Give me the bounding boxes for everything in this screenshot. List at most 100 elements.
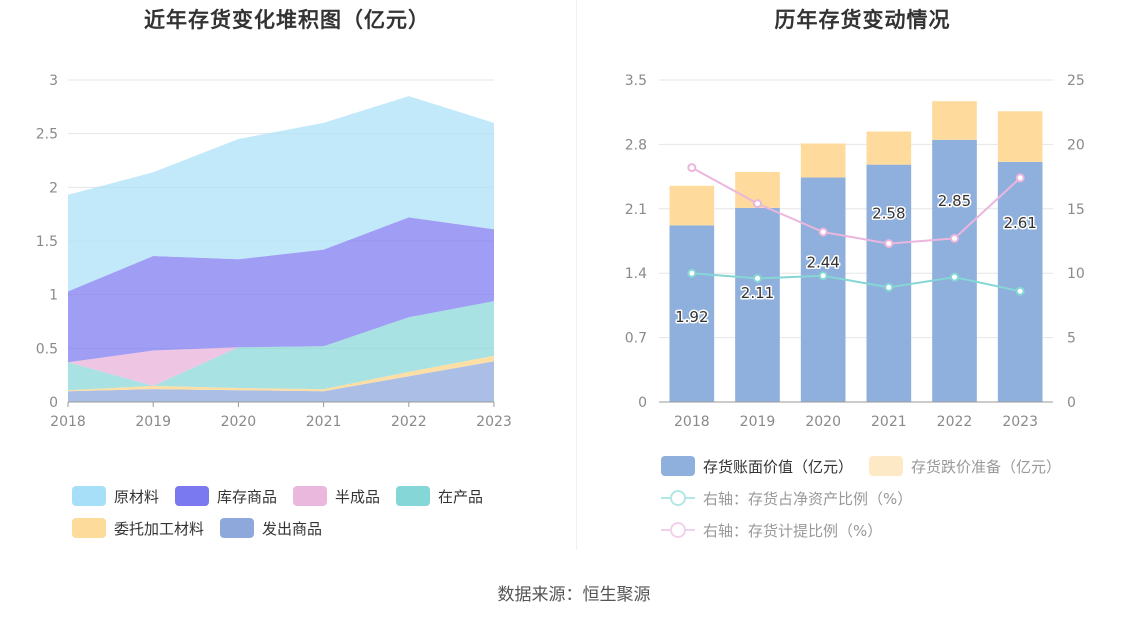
legend-label-reserve: 存货跌价准备（亿元） [911, 457, 1062, 476]
area-series-1 [68, 355, 494, 392]
provision-ratio-point [818, 227, 828, 237]
bar-reserve [866, 131, 912, 165]
legend-item-reserve[interactable]: 存货跌价准备（亿元） [869, 450, 1061, 482]
provision-ratio-point [1015, 173, 1025, 183]
legend-line-net-assets-icon [661, 488, 695, 508]
net-assets-ratio-point [1015, 286, 1025, 296]
legend-swatch-semi-finished [293, 486, 328, 506]
bar-reserve [800, 143, 846, 178]
legend-swatch-shipped [220, 518, 255, 538]
x-tick-label: 2018 [674, 414, 710, 430]
legend-swatch-finished-goods [175, 486, 210, 506]
area-series-3 [68, 301, 494, 386]
legend-label-outsourced: 委托加工材料 [114, 519, 205, 538]
legend-item-shipped[interactable]: 发出商品 [220, 512, 322, 544]
y-right-tick-label: 15 [1067, 202, 1085, 218]
bar-value-label: 2.61 [1003, 214, 1036, 232]
bar-book-value [669, 225, 715, 402]
legend-label-ratio-net-assets: 右轴：存货占净资产比例（%） [703, 489, 913, 508]
bar-book-value [735, 207, 780, 402]
x-tick-label: 2022 [937, 414, 973, 430]
legend-item-ratio-provision[interactable]: 右轴：存货计提比例（%） [661, 514, 1125, 546]
y-tick-label: 1.5 [36, 234, 58, 250]
bar-book-value [997, 161, 1043, 402]
legend-label-raw-materials: 原材料 [114, 487, 160, 506]
x-tick-label: 2023 [1002, 414, 1038, 430]
y-tick-label: 2.5 [36, 127, 58, 143]
legend-label-ratio-provision: 右轴：存货计提比例（%） [703, 521, 883, 540]
legend-label-book-value: 存货账面价值（亿元） [703, 457, 854, 476]
provision-ratio-point [687, 163, 697, 173]
net-assets-ratio-point [884, 282, 894, 292]
legend-item-finished-goods[interactable]: 库存商品 [175, 480, 277, 512]
legend-swatch-outsourced [72, 518, 106, 538]
data-source-note: 数据来源：恒生聚源 [497, 585, 651, 605]
legend-label-finished-goods: 库存商品 [217, 487, 278, 506]
bar-book-value [800, 177, 846, 402]
y-tick-label: 3 [49, 73, 58, 89]
legend-swatch-reserve [869, 456, 904, 476]
bar-line-combo-chart: 0 0.7 1.4 2.1 2.8 3.5 0 5 10 15 20 25 2018 2019 2020 20… [625, 73, 1085, 430]
y-left-tick-label: 1.4 [625, 266, 647, 282]
y-right-tick-label: 0 [1067, 395, 1076, 411]
x-tick-label: 2023 [476, 414, 512, 430]
net-assets-ratio-point [687, 268, 697, 278]
legend-item-ratio-net-assets[interactable]: 右轴：存货占净资产比例（%） [661, 482, 1125, 514]
x-tick-label: 2019 [740, 414, 776, 430]
bar-reserve [997, 111, 1043, 162]
y-right-tick-label: 25 [1067, 73, 1085, 89]
y-left-tick-label: 2.8 [625, 137, 647, 153]
y-tick-label: 0 [49, 395, 58, 411]
y-left-tick-label: 3.5 [625, 73, 647, 89]
x-tick-label: 2020 [805, 414, 841, 430]
net-assets-ratio-point [818, 271, 828, 281]
legend-label-wip: 在产品 [438, 487, 484, 506]
net-assets-ratio-point [753, 273, 762, 283]
right-chart-legend: 存货账面价值（亿元） 存货跌价准备（亿元） 右轴：存货占净资产比例（%） 右轴：… [661, 450, 1141, 546]
area-series-0 [68, 361, 494, 402]
x-tick-label: 2022 [391, 414, 427, 430]
bar-reserve [669, 185, 715, 226]
left-chart-title: 近年存货变化堆积图（亿元） [144, 8, 430, 32]
y-tick-label: 1 [49, 288, 58, 304]
x-tick-label: 2018 [50, 414, 86, 430]
legend-item-outsourced[interactable]: 委托加工材料 [72, 512, 204, 544]
stacked-area-chart: 0 0.5 1 1.5 2 2.5 3 2018 2019 2020 2021 2022 2023 [36, 73, 512, 430]
right-chart-title: 历年存货变动情况 [774, 8, 951, 32]
y-left-tick-label: 2.1 [625, 202, 647, 218]
bar-value-label: 2.11 [741, 284, 774, 302]
legend-swatch-raw-materials [72, 486, 106, 506]
bar-value-label: 2.85 [938, 192, 971, 210]
x-tick-label: 2021 [871, 414, 907, 430]
legend-label-shipped: 发出商品 [262, 519, 323, 538]
left-chart-legend: 原材料 库存商品 半成品 在产品 委托加工材料 发出商品 [72, 480, 552, 544]
area-series-2 [68, 301, 494, 391]
x-tick-label: 2019 [135, 414, 171, 430]
y-tick-label: 0.5 [36, 341, 58, 357]
y-left-tick-label: 0.7 [625, 331, 647, 347]
area-series-5 [68, 96, 494, 292]
legend-swatch-book-value [661, 456, 695, 476]
area-series-4 [68, 217, 494, 363]
provision-ratio-point [753, 199, 762, 209]
panel-divider [576, 0, 577, 550]
legend-line-provision-icon [661, 520, 695, 540]
bar-reserve [932, 101, 977, 140]
provision-ratio-point [884, 239, 894, 249]
y-right-tick-label: 20 [1067, 137, 1085, 153]
legend-item-semi-finished[interactable]: 半成品 [293, 480, 380, 512]
y-left-tick-label: 0 [638, 395, 647, 411]
x-tick-label: 2021 [306, 414, 342, 430]
y-right-tick-label: 10 [1067, 266, 1085, 282]
net-assets-ratio-point [950, 272, 959, 282]
left-chart-panel: 近年存货变化堆积图（亿元） 0 0.5 1 1.5 2 2.5 3 2018 2019 2020 2… [0, 0, 574, 560]
bar-value-label: 2.58 [872, 205, 905, 223]
y-tick-label: 2 [49, 180, 58, 196]
legend-item-book-value[interactable]: 存货账面价值（亿元） [661, 450, 853, 482]
legend-item-raw-materials[interactable]: 原材料 [72, 480, 159, 512]
x-tick-label: 2020 [221, 414, 257, 430]
y-right-tick-label: 5 [1067, 331, 1076, 347]
legend-label-semi-finished: 半成品 [335, 487, 381, 506]
legend-item-wip[interactable]: 在产品 [396, 480, 483, 512]
right-chart-panel: 历年存货变动情况 0 0.7 1.4 2.1 2.8 3.5 0 5 10 15 20 25 2018 2… [577, 0, 1148, 560]
